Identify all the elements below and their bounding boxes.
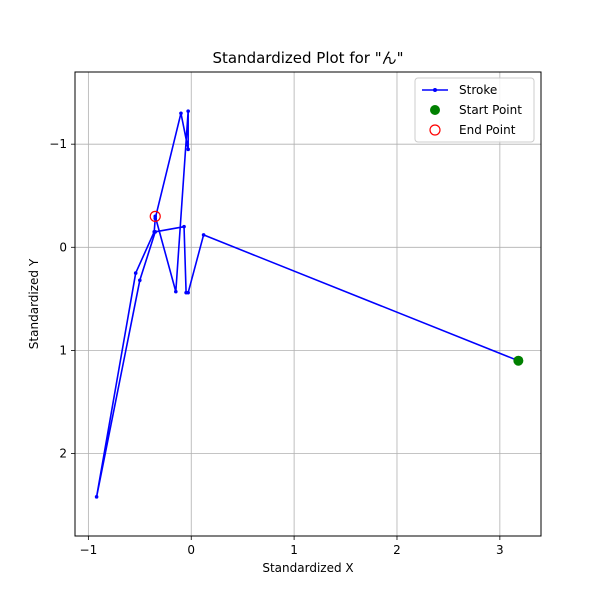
legend-stroke-marker <box>433 88 437 92</box>
start-point-marker <box>513 355 524 366</box>
stroke-point <box>184 290 188 295</box>
stroke-point <box>133 271 138 275</box>
plot-area <box>94 109 524 499</box>
legend-label: Start Point <box>459 103 522 117</box>
stroke-point <box>138 278 142 283</box>
grid <box>75 72 541 536</box>
legend-start-swatch <box>430 105 440 115</box>
x-axis-label: Standardized X <box>262 561 353 575</box>
y-tick-label: 0 <box>59 240 67 254</box>
stroke-point <box>152 230 157 234</box>
y-axis-label: Standardized Y <box>27 258 41 349</box>
x-tick-label: −1 <box>80 543 98 557</box>
ticks: −1 0 1 2 3 −1 0 1 2 <box>49 137 503 557</box>
y-tick-label: −1 <box>49 137 67 151</box>
x-tick-label: 0 <box>187 543 195 557</box>
stroke-point <box>186 109 190 113</box>
legend: Stroke Start Point End Point <box>414 77 535 143</box>
legend-label: Stroke <box>459 83 497 97</box>
end-point-marker <box>149 210 161 222</box>
legend-end-swatch <box>429 124 441 136</box>
chart-title: Standardized Plot for "ん" <box>212 49 403 67</box>
legend-box <box>414 77 535 143</box>
stroke-point <box>94 495 99 499</box>
y-tick-label: 2 <box>59 447 67 461</box>
stroke-point <box>186 147 190 152</box>
stroke-point <box>153 214 158 219</box>
x-tick-label: 3 <box>496 543 504 557</box>
stroke-point <box>182 224 186 229</box>
x-tick-label: 2 <box>393 543 401 557</box>
x-tick-label: 1 <box>290 543 298 557</box>
legend-label: End Point <box>459 123 516 137</box>
stroke-point <box>201 233 206 237</box>
y-tick-label: 1 <box>59 343 67 357</box>
stroke-point <box>179 111 183 116</box>
stroke-point <box>174 289 178 294</box>
plot-frame <box>74 71 542 537</box>
